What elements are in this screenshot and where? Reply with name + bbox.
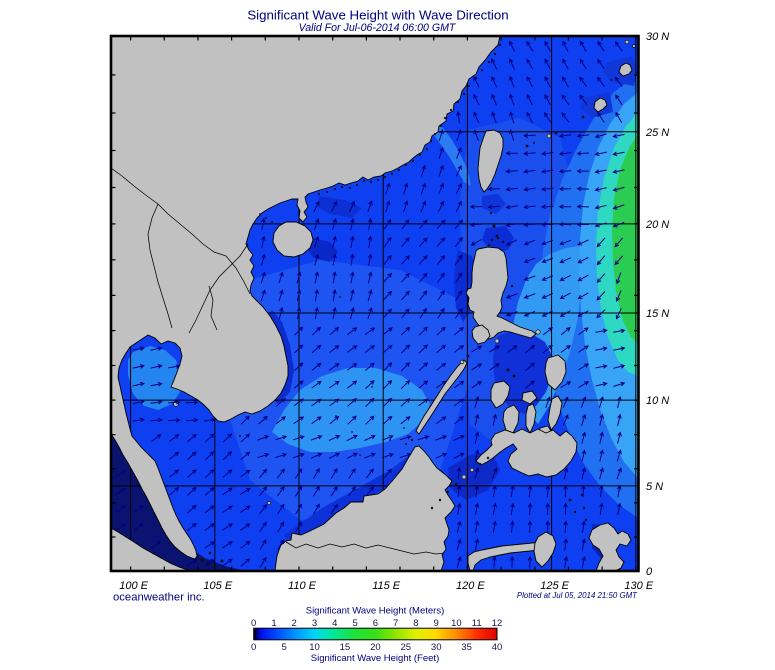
svg-text:1: 1 xyxy=(271,618,276,629)
svg-text:Plotted at Jul 05, 2014 21:50: Plotted at Jul 05, 2014 21:50 GMT xyxy=(517,591,638,600)
svg-text:11: 11 xyxy=(472,618,482,629)
svg-text:0: 0 xyxy=(646,566,653,578)
svg-text:115 E: 115 E xyxy=(372,580,401,592)
svg-text:130 E: 130 E xyxy=(624,580,653,592)
svg-text:Significant Wave Height with W: Significant Wave Height with Wave Direct… xyxy=(247,8,508,23)
svg-text:3: 3 xyxy=(312,618,317,629)
svg-text:12: 12 xyxy=(492,618,503,629)
svg-text:120 E: 120 E xyxy=(456,580,485,592)
svg-text:Significant Wave Height (Meter: Significant Wave Height (Meters) xyxy=(306,605,445,616)
svg-text:10 N: 10 N xyxy=(646,395,669,407)
svg-text:110 E: 110 E xyxy=(288,580,317,592)
svg-text:25 N: 25 N xyxy=(645,127,669,139)
svg-text:125 E: 125 E xyxy=(540,580,569,592)
svg-text:Significant Wave Height (Feet): Significant Wave Height (Feet) xyxy=(311,653,439,664)
svg-text:30 N: 30 N xyxy=(646,31,669,43)
svg-text:10: 10 xyxy=(451,618,462,629)
svg-text:10: 10 xyxy=(309,642,320,653)
svg-text:oceanweather inc.: oceanweather inc. xyxy=(113,592,205,604)
svg-text:9: 9 xyxy=(434,618,439,629)
svg-text:4: 4 xyxy=(332,618,337,629)
svg-text:15 N: 15 N xyxy=(646,308,669,320)
svg-text:15: 15 xyxy=(340,642,351,653)
svg-text:20 N: 20 N xyxy=(645,219,669,231)
svg-text:0: 0 xyxy=(251,618,256,629)
svg-text:25: 25 xyxy=(401,642,412,653)
svg-text:8: 8 xyxy=(413,618,418,629)
svg-text:5: 5 xyxy=(352,618,357,629)
svg-text:5 N: 5 N xyxy=(646,481,663,493)
svg-text:5: 5 xyxy=(281,642,286,653)
svg-text:105 E: 105 E xyxy=(203,580,232,592)
svg-text:2: 2 xyxy=(292,618,297,629)
svg-text:0: 0 xyxy=(251,642,256,653)
svg-text:7: 7 xyxy=(393,618,398,629)
svg-text:35: 35 xyxy=(461,642,472,653)
svg-text:100 E: 100 E xyxy=(119,580,148,592)
svg-text:30: 30 xyxy=(431,642,442,653)
svg-text:Valid For Jul-06-2014 06:00 GM: Valid For Jul-06-2014 06:00 GMT xyxy=(299,22,457,34)
svg-text:6: 6 xyxy=(373,618,378,629)
svg-text:20: 20 xyxy=(370,642,381,653)
svg-text:40: 40 xyxy=(492,642,503,653)
